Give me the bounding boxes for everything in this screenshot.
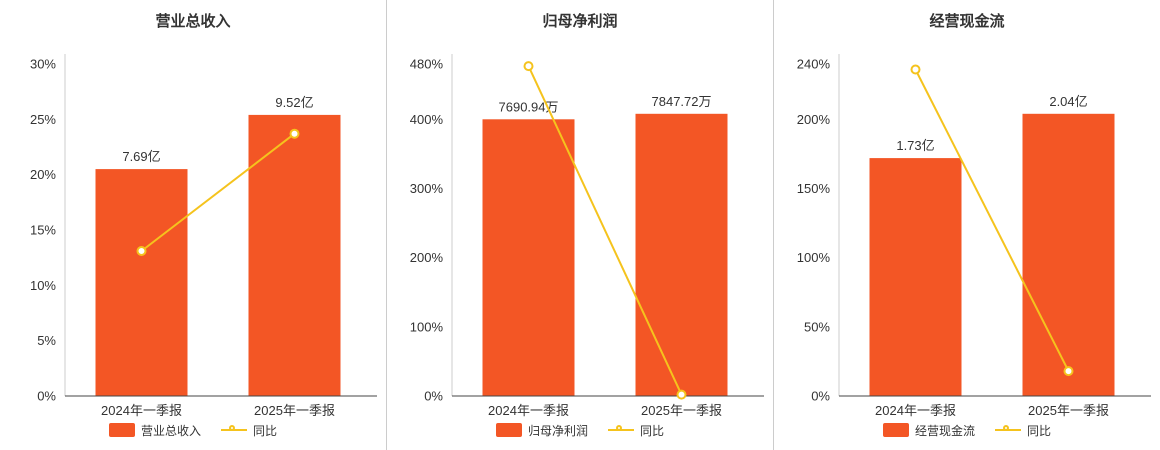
bar-swatch-icon <box>495 423 522 437</box>
y-tick-label: 300% <box>410 181 444 196</box>
bar-category-1[interactable] <box>635 113 728 397</box>
x-category-label: 2025年一季报 <box>254 403 335 418</box>
legend-item-cash-flow-yoy[interactable]: 同比 <box>995 422 1051 439</box>
legend-label-line: 同比 <box>1027 423 1052 438</box>
bar-category-1[interactable] <box>248 114 341 397</box>
line-marker-icon <box>608 423 634 437</box>
revenue-chart-canvas: 0% 5% 10% 15% 20% 25% 30% 7.69亿 9.52亿 2024年一季报 202… <box>30 54 377 418</box>
yoy-point[interactable] <box>289 128 300 139</box>
y-tick-label: 0% <box>37 389 56 404</box>
chart-panel-cash-flow: 经营现金流 0% 50% 100% 150% 200% 240% 1.73亿 2.04亿 202… <box>774 0 1160 450</box>
yoy-point[interactable] <box>676 389 687 400</box>
bar-value-label: 7847.72万 <box>652 94 712 109</box>
line-marker-icon <box>995 423 1021 437</box>
bar-category-0[interactable] <box>482 119 575 397</box>
y-tick-label: 150% <box>797 181 831 196</box>
legend-item-net-profit-bar[interactable]: 归母净利润 <box>495 422 588 439</box>
x-category-label: 2024年一季报 <box>488 403 569 418</box>
y-tick-label: 5% <box>37 333 56 348</box>
net-profit-chart-canvas: 0% 100% 200% 300% 400% 480% 7690.94万 7847.72万 20… <box>410 54 764 418</box>
y-tick-label: 30% <box>30 57 56 72</box>
bar-value-label: 7690.94万 <box>499 99 559 114</box>
y-tick-label: 400% <box>410 112 444 127</box>
chart-title-cash-flow: 经营现金流 <box>929 13 1005 30</box>
y-tick-label: 240% <box>797 57 831 72</box>
bar-category-0[interactable] <box>869 158 962 396</box>
x-category-label: 2025年一季报 <box>641 403 722 418</box>
chart-legend-revenue: 营业总收入 同比 <box>108 420 277 440</box>
y-tick-label: 0% <box>811 389 830 404</box>
y-tick-label: 200% <box>410 250 444 265</box>
x-category-label: 2025年一季报 <box>1028 403 1109 418</box>
legend-label-line: 同比 <box>640 423 665 438</box>
y-tick-label: 50% <box>804 319 830 334</box>
yoy-line[interactable] <box>914 69 1070 372</box>
legend-label-bar: 归母净利润 <box>527 423 588 438</box>
legend-item-revenue-bar[interactable]: 营业总收入 <box>108 422 201 439</box>
legend-item-net-profit-yoy[interactable]: 同比 <box>608 422 664 439</box>
legend-item-cash-flow-bar[interactable]: 经营现金流 <box>882 422 975 439</box>
chart-legend-net-profit: 归母净利润 同比 <box>495 420 664 440</box>
chart-panel-net-profit: 归母净利润 0% 100% 200% 300% 400% 480% 7690.94万 7847… <box>387 0 774 450</box>
y-tick-label: 480% <box>410 57 444 72</box>
legend-label-bar: 经营现金流 <box>914 423 975 438</box>
y-tick-label: 15% <box>30 223 56 238</box>
x-category-label: 2024年一季报 <box>101 403 182 418</box>
y-tick-label: 10% <box>30 278 56 293</box>
chart-panel-revenue: 营业总收入 0% 5% 10% 15% 20% 25% 30% 7.69亿 9.52亿 2024年… <box>0 0 387 450</box>
y-tick-label: 100% <box>797 250 831 265</box>
bar-swatch-icon <box>108 423 135 437</box>
bar-value-label: 9.52亿 <box>275 95 313 110</box>
y-tick-label: 0% <box>424 389 443 404</box>
line-marker-icon <box>221 423 247 437</box>
y-tick-label: 20% <box>30 167 56 182</box>
yoy-line[interactable] <box>527 65 683 396</box>
bar-value-label: 1.73亿 <box>896 138 934 153</box>
bar-swatch-icon <box>882 423 909 437</box>
y-tick-label: 25% <box>30 112 56 127</box>
bar-category-1[interactable] <box>1022 113 1115 397</box>
cash-flow-chart-canvas: 0% 50% 100% 150% 200% 240% 1.73亿 2.04亿 2024年一季报 2… <box>797 54 1151 418</box>
yoy-point[interactable] <box>1063 366 1074 377</box>
bar-category-0[interactable] <box>95 169 188 396</box>
bar-value-label: 7.69亿 <box>122 149 160 164</box>
y-tick-label: 200% <box>797 112 831 127</box>
legend-label-bar: 营业总收入 <box>140 423 201 438</box>
y-tick-label: 100% <box>410 319 444 334</box>
yoy-point[interactable] <box>910 64 921 75</box>
x-category-label: 2024年一季报 <box>875 403 956 418</box>
yoy-point[interactable] <box>136 246 147 256</box>
bar-value-label: 2.04亿 <box>1049 94 1087 109</box>
legend-label-line: 同比 <box>253 423 278 438</box>
chart-title-net-profit: 归母净利润 <box>542 13 618 30</box>
chart-title-revenue: 营业总收入 <box>155 13 231 30</box>
chart-legend-cash-flow: 经营现金流 同比 <box>882 420 1051 440</box>
yoy-point[interactable] <box>523 61 534 72</box>
yoy-line[interactable] <box>140 132 296 252</box>
legend-item-revenue-yoy[interactable]: 同比 <box>221 422 277 439</box>
